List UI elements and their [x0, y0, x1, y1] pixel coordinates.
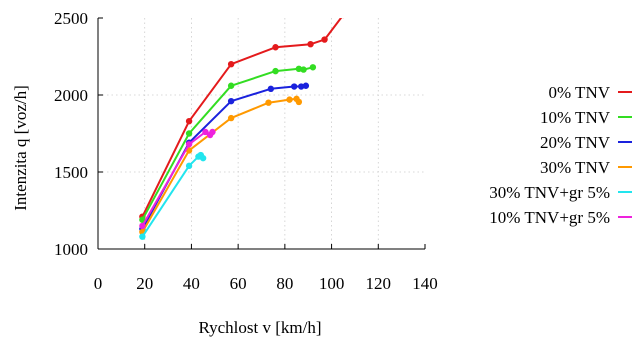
x-tick-label: 80 — [276, 274, 293, 293]
data-point — [309, 64, 317, 71]
data-point — [291, 83, 298, 90]
data-point — [197, 151, 204, 159]
series — [139, 18, 345, 240]
data-point — [139, 222, 146, 230]
data-point — [227, 60, 235, 68]
data-point — [300, 66, 307, 73]
data-point — [185, 117, 193, 125]
series-4 — [139, 95, 303, 236]
series-6 — [139, 128, 216, 230]
data-point — [272, 67, 279, 75]
data-point — [295, 98, 303, 106]
data-point — [286, 96, 293, 103]
data-point — [209, 128, 216, 136]
data-point — [139, 233, 146, 240]
plot-frame — [97, 17, 426, 250]
legend-label: 0% TNV — [548, 83, 610, 102]
legend-label: 10% TNV+gr 5% — [489, 208, 610, 227]
y-tick-label: 1500 — [54, 163, 88, 182]
data-point — [202, 128, 209, 136]
data-point — [185, 130, 193, 137]
series-2 — [139, 64, 317, 223]
data-point — [227, 82, 235, 89]
series-line — [141, 97, 300, 233]
data-point — [185, 162, 193, 170]
data-point — [185, 141, 193, 148]
x-tick-label: 100 — [319, 274, 345, 293]
y-tick-label: 2500 — [54, 9, 88, 28]
series-line — [141, 84, 307, 230]
legend-label: 20% TNV — [540, 133, 611, 152]
data-point — [321, 36, 328, 43]
x-tick-label: 20 — [136, 274, 153, 293]
x-axis-title: Rychlost v [km/h] — [198, 318, 321, 337]
tick-labels: 1000 1500 2000 2500 0 20 40 60 80 100 120 140 — [54, 9, 438, 293]
data-point — [272, 44, 279, 51]
data-point — [265, 99, 272, 106]
legend: 0% TNV 10% TNV 20% TNV 30% TNV 30% TNV+gr 5%… — [489, 83, 632, 227]
y-tick-label: 2000 — [54, 86, 88, 105]
data-point — [227, 114, 235, 122]
data-point — [307, 40, 314, 48]
series-3 — [139, 82, 310, 233]
data-point — [302, 82, 310, 89]
legend-label: 30% TNV+gr 5% — [489, 183, 610, 202]
x-tick-label: 120 — [366, 274, 392, 293]
x-tick-label: 140 — [412, 274, 438, 293]
series-5 — [139, 151, 207, 240]
y-axis-title: Intenzita q [voz/h] — [11, 85, 30, 211]
data-point — [342, 18, 345, 19]
legend-label: 30% TNV — [540, 158, 611, 177]
x-tick-label: 0 — [94, 274, 103, 293]
legend-label: 10% TNV — [540, 108, 611, 127]
data-point — [227, 97, 235, 105]
x-tick-label: 60 — [230, 274, 247, 293]
y-tick-label: 1000 — [54, 240, 88, 259]
x-tick-label: 40 — [183, 274, 200, 293]
grid — [98, 18, 425, 249]
data-point — [267, 85, 275, 93]
series-1 — [139, 18, 345, 220]
